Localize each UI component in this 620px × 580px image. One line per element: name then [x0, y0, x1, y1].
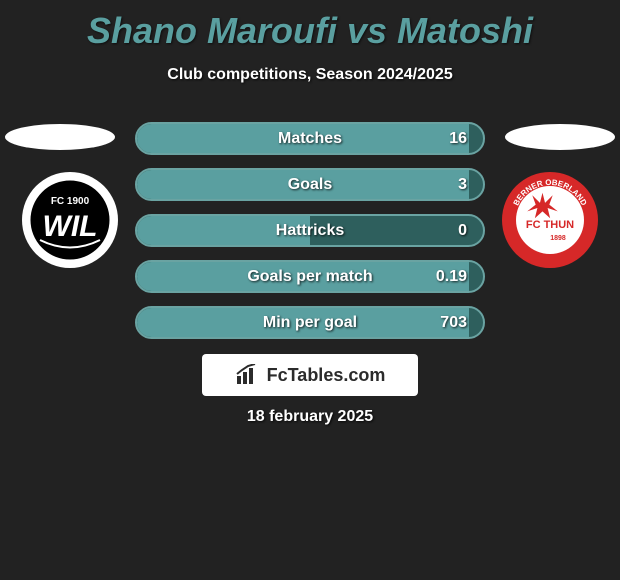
team-badge-left: FC 1900 WIL: [20, 170, 120, 270]
stat-label: Hattricks: [276, 222, 344, 240]
svg-text:FC 1900: FC 1900: [51, 196, 90, 207]
date-text: 18 february 2025: [247, 408, 373, 426]
stat-value-right: 0: [458, 222, 467, 240]
subtitle: Club competitions, Season 2024/2025: [0, 66, 620, 84]
svg-text:1898: 1898: [550, 235, 566, 242]
team-badge-right: BERNER OBERLAND FC THUN 1898: [500, 170, 600, 270]
stat-label: Goals: [288, 176, 332, 194]
stat-row-goals: Goals 3: [135, 168, 485, 201]
stat-value-right: 703: [440, 314, 467, 332]
svg-text:WIL: WIL: [43, 210, 98, 243]
brand-box[interactable]: FcTables.com: [202, 354, 418, 396]
player-cap-left: [5, 124, 115, 150]
stat-row-hattricks: Hattricks 0: [135, 214, 485, 247]
stat-row-mpg: Min per goal 703: [135, 306, 485, 339]
stat-row-gpm: Goals per match 0.19: [135, 260, 485, 293]
chart-icon: [235, 364, 261, 386]
page-title: Shano Maroufi vs Matoshi: [0, 0, 620, 52]
stat-row-matches: Matches 16: [135, 122, 485, 155]
player-cap-right: [505, 124, 615, 150]
stat-value-right: 3: [458, 176, 467, 194]
stat-label: Min per goal: [263, 314, 357, 332]
brand-text: FcTables.com: [267, 365, 386, 386]
stats-container: Matches 16 Goals 3 Hattricks 0 Goals per…: [135, 122, 485, 352]
stat-label: Matches: [278, 130, 342, 148]
stat-label: Goals per match: [247, 268, 372, 286]
stat-value-right: 16: [449, 130, 467, 148]
stat-value-right: 0.19: [436, 268, 467, 286]
svg-text:FC THUN: FC THUN: [526, 219, 574, 231]
